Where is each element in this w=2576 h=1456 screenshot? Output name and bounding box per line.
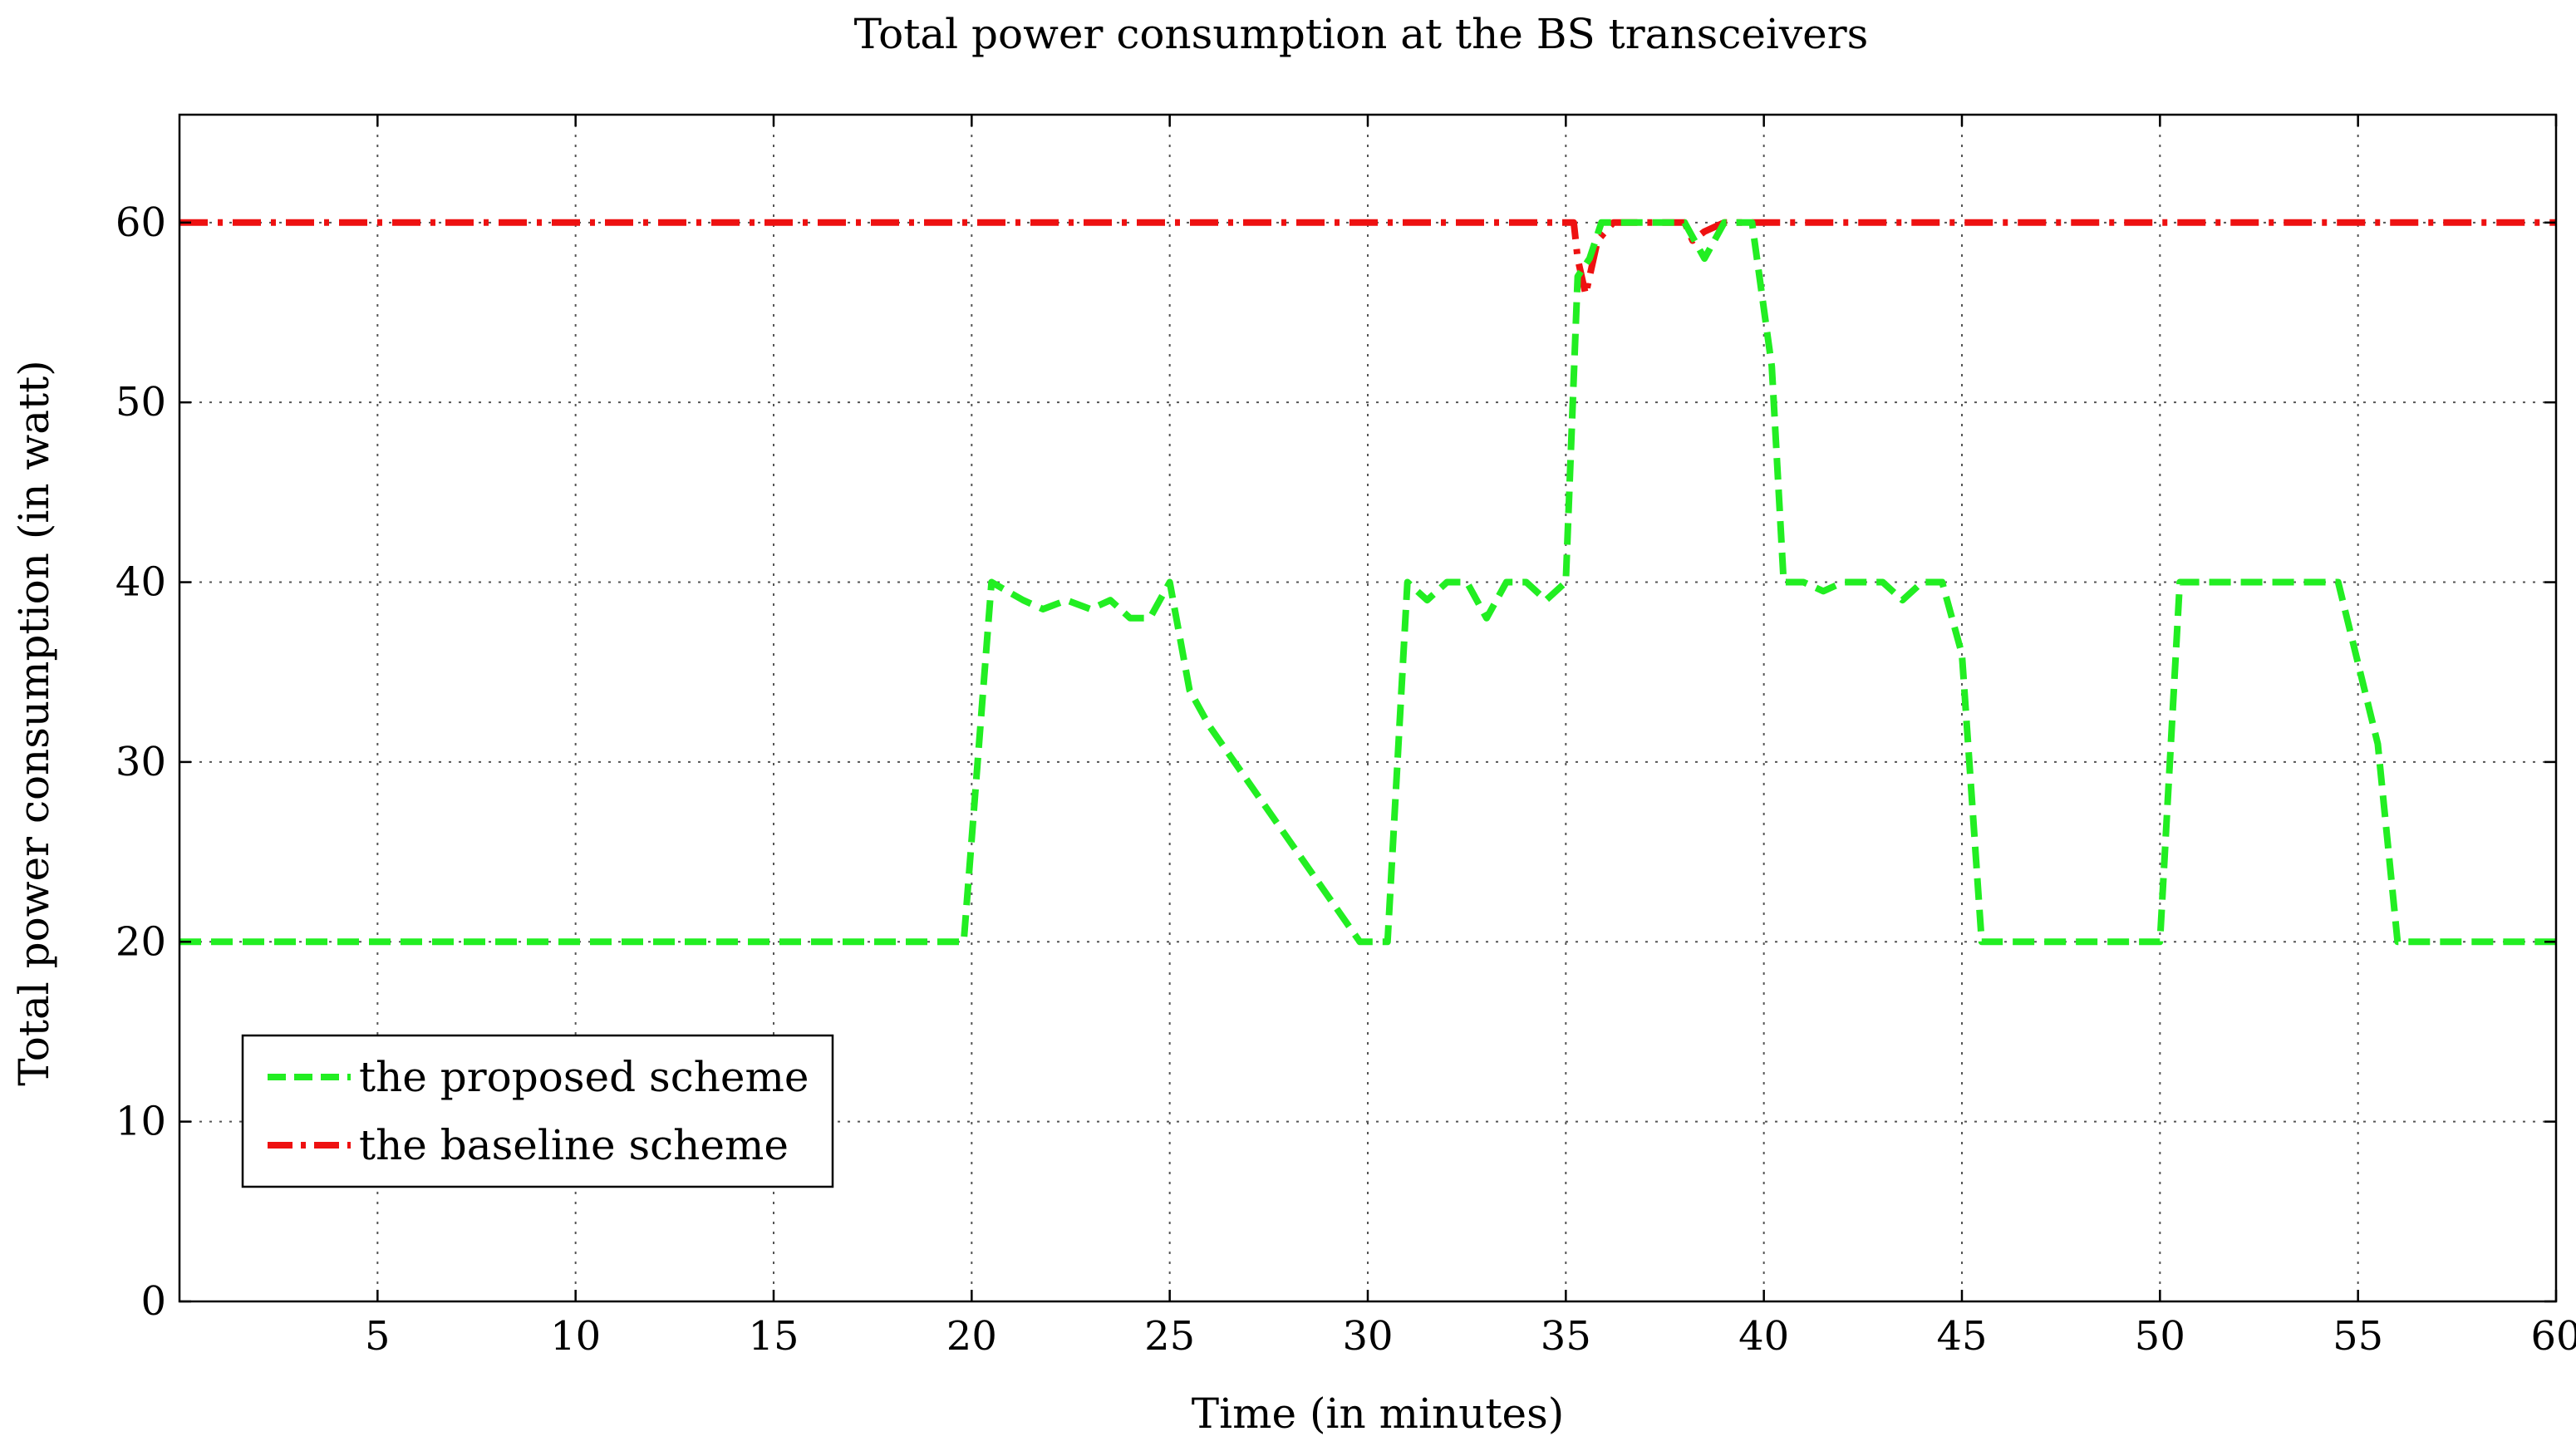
legend: the proposed scheme the baseline scheme — [241, 1034, 834, 1188]
y-tick-label: 30 — [116, 739, 166, 785]
series-layer — [179, 219, 2556, 946]
x-axis-label: Time (in minutes) — [1192, 1390, 1565, 1438]
y-tick-label: 0 — [140, 1278, 166, 1325]
y-tick-label: 10 — [116, 1099, 166, 1145]
series-line-0 — [179, 219, 2556, 946]
x-tick-label: 10 — [550, 1313, 601, 1360]
x-tick-label: 50 — [2135, 1313, 2185, 1360]
x-tick-label: 30 — [1342, 1313, 1393, 1360]
legend-label-baseline: the baseline scheme — [359, 1121, 789, 1169]
x-tick-label: 25 — [1144, 1313, 1195, 1360]
y-axis-label: Total power consumption (in watt) — [10, 360, 58, 1085]
y-tick-label: 50 — [116, 379, 166, 425]
chart-title: Total power consumption at the BS transc… — [854, 10, 1869, 58]
x-tick-label: 40 — [1738, 1313, 1789, 1360]
x-tick-label: 15 — [748, 1313, 799, 1360]
x-tick-label: 5 — [365, 1313, 391, 1360]
x-tick-label: 60 — [2530, 1313, 2576, 1360]
x-tick-label: 35 — [1541, 1313, 1591, 1360]
y-tick-label: 20 — [116, 918, 166, 965]
legend-label-proposed: the proposed scheme — [359, 1053, 809, 1101]
legend-box — [241, 1034, 834, 1188]
y-tick-label: 60 — [116, 199, 166, 246]
axis-ticks: 5 10 15 20 25 30 35 40 45 50 55 60 0 10 20 30 40 50 60 — [116, 115, 2576, 1360]
y-tick-label: 40 — [116, 559, 166, 606]
x-tick-label: 55 — [2333, 1313, 2383, 1360]
x-tick-label: 45 — [1936, 1313, 1987, 1360]
x-tick-label: 20 — [946, 1313, 997, 1360]
